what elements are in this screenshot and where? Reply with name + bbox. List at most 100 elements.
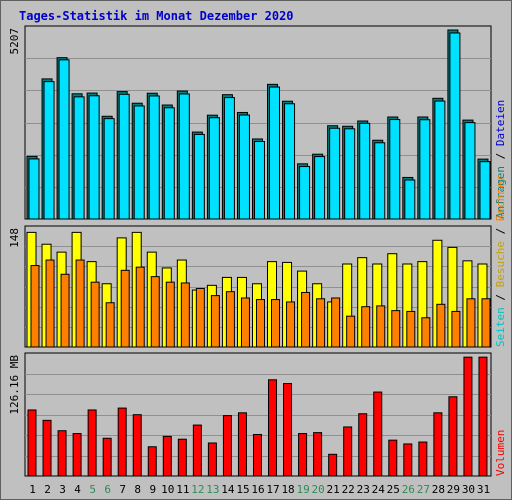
bar-files-day-30 <box>464 122 476 220</box>
bar-files-day-17 <box>269 86 281 220</box>
chart-title: Tages-Statistik im Monat Dezember 2020 <box>19 9 294 23</box>
bar-sites-day-29 <box>451 310 461 348</box>
bar-volume-day-7 <box>117 407 127 477</box>
x-tick-label-day-24: 24 <box>372 483 386 496</box>
bar-volume-day-27 <box>418 441 428 477</box>
legend-label-part: Volumen <box>494 430 507 476</box>
bar-volume-day-20 <box>313 432 323 477</box>
bar-sites-day-23 <box>361 306 371 348</box>
bar-files-day-3 <box>58 59 70 220</box>
bar-sites-day-4 <box>75 259 85 348</box>
legend-label-part: Besuche <box>494 241 507 287</box>
bar-volume-day-31 <box>478 356 488 477</box>
legend-label-part: Anfragen <box>494 166 507 219</box>
x-tick-label-day-29: 29 <box>447 483 460 496</box>
bar-sites-day-14 <box>225 291 235 348</box>
bar-volume-day-6 <box>102 437 112 477</box>
bar-files-day-6 <box>103 118 115 220</box>
x-tick-label-day-13: 13 <box>206 483 219 496</box>
bar-files-day-29 <box>449 32 461 220</box>
bar-volume-day-4 <box>72 433 82 477</box>
x-tick-label-day-5: 5 <box>89 483 96 496</box>
bar-volume-day-3 <box>57 430 67 477</box>
bar-files-day-27 <box>419 119 431 220</box>
bar-volume-day-29 <box>448 396 458 477</box>
legend-label-part: / <box>494 221 507 241</box>
bar-sites-day-13 <box>210 295 220 348</box>
x-tick-label-day-7: 7 <box>119 483 126 496</box>
bar-sites-day-19 <box>301 291 311 348</box>
bar-sites-day-17 <box>271 299 281 348</box>
x-tick-label-day-3: 3 <box>59 483 66 496</box>
bar-volume-day-13 <box>207 442 217 477</box>
legend-label-part: Seiten <box>494 307 507 347</box>
bar-sites-day-20 <box>316 298 326 348</box>
bar-volume-day-30 <box>463 356 473 477</box>
legend-label-panel-1: Anfragen / Dateien <box>494 100 507 219</box>
x-tick-label-day-10: 10 <box>161 483 174 496</box>
bar-files-day-23 <box>359 122 371 220</box>
bar-volume-day-26 <box>403 443 413 477</box>
bar-volume-day-1 <box>27 409 37 477</box>
bar-volume-day-28 <box>433 412 443 477</box>
bar-sites-day-21 <box>331 297 341 348</box>
bar-files-day-13 <box>208 117 220 220</box>
bar-files-day-16 <box>253 141 265 220</box>
x-tick-label-day-25: 25 <box>387 483 400 496</box>
bar-sites-day-30 <box>466 298 476 348</box>
bar-files-day-14 <box>223 97 235 220</box>
bar-volume-day-12 <box>192 424 202 477</box>
bar-sites-day-1 <box>30 265 40 348</box>
bar-sites-day-3 <box>60 273 70 348</box>
x-tick-label-day-12: 12 <box>191 483 204 496</box>
bar-sites-day-22 <box>346 315 356 348</box>
bar-volume-day-9 <box>147 446 157 477</box>
bar-files-day-2 <box>43 81 55 220</box>
bar-sites-day-15 <box>240 297 250 348</box>
bar-volume-day-5 <box>87 409 97 477</box>
bar-files-day-15 <box>238 114 250 220</box>
bar-sites-day-2 <box>45 259 55 348</box>
x-tick-label-day-11: 11 <box>176 483 189 496</box>
bar-sites-day-10 <box>165 281 175 348</box>
bar-volume-day-10 <box>162 435 172 477</box>
bar-files-day-18 <box>284 103 296 220</box>
bar-volume-day-8 <box>132 414 142 477</box>
x-tick-label-day-27: 27 <box>417 483 430 496</box>
x-tick-label-day-30: 30 <box>462 483 475 496</box>
x-tick-label-day-1: 1 <box>29 483 36 496</box>
bar-volume-day-22 <box>343 426 353 477</box>
bar-sites-day-7 <box>120 269 130 348</box>
x-tick-label-day-16: 16 <box>251 483 264 496</box>
y-max-label: 148 <box>8 228 21 248</box>
bar-sites-day-12 <box>195 288 205 348</box>
bar-sites-day-16 <box>255 299 265 348</box>
bar-sites-day-11 <box>180 282 190 348</box>
y-max-label: 5207 <box>8 28 21 55</box>
bar-sites-day-18 <box>286 301 296 348</box>
x-tick-label-day-28: 28 <box>432 483 445 496</box>
bar-volume-day-16 <box>252 433 262 477</box>
x-tick-label-day-17: 17 <box>266 483 279 496</box>
x-tick-label-day-15: 15 <box>236 483 249 496</box>
bar-files-day-1 <box>28 158 40 220</box>
bar-files-day-20 <box>314 156 326 220</box>
bar-sites-day-5 <box>90 281 100 348</box>
x-tick-label-day-2: 2 <box>44 483 51 496</box>
bar-sites-day-8 <box>135 266 145 348</box>
x-tick-label-day-6: 6 <box>104 483 111 496</box>
bar-files-day-26 <box>404 179 416 220</box>
x-tick-label-day-26: 26 <box>402 483 415 496</box>
bar-volume-day-15 <box>237 412 247 477</box>
bar-files-day-9 <box>148 95 160 220</box>
bar-sites-day-26 <box>406 310 416 348</box>
bar-volume-day-23 <box>358 413 368 477</box>
legend-label-part: / <box>494 287 507 307</box>
x-tick-label-day-23: 23 <box>357 483 370 496</box>
bar-files-day-22 <box>344 128 356 220</box>
x-tick-label-day-31: 31 <box>477 483 490 496</box>
bar-sites-day-24 <box>376 305 386 348</box>
x-tick-label-day-8: 8 <box>134 483 141 496</box>
